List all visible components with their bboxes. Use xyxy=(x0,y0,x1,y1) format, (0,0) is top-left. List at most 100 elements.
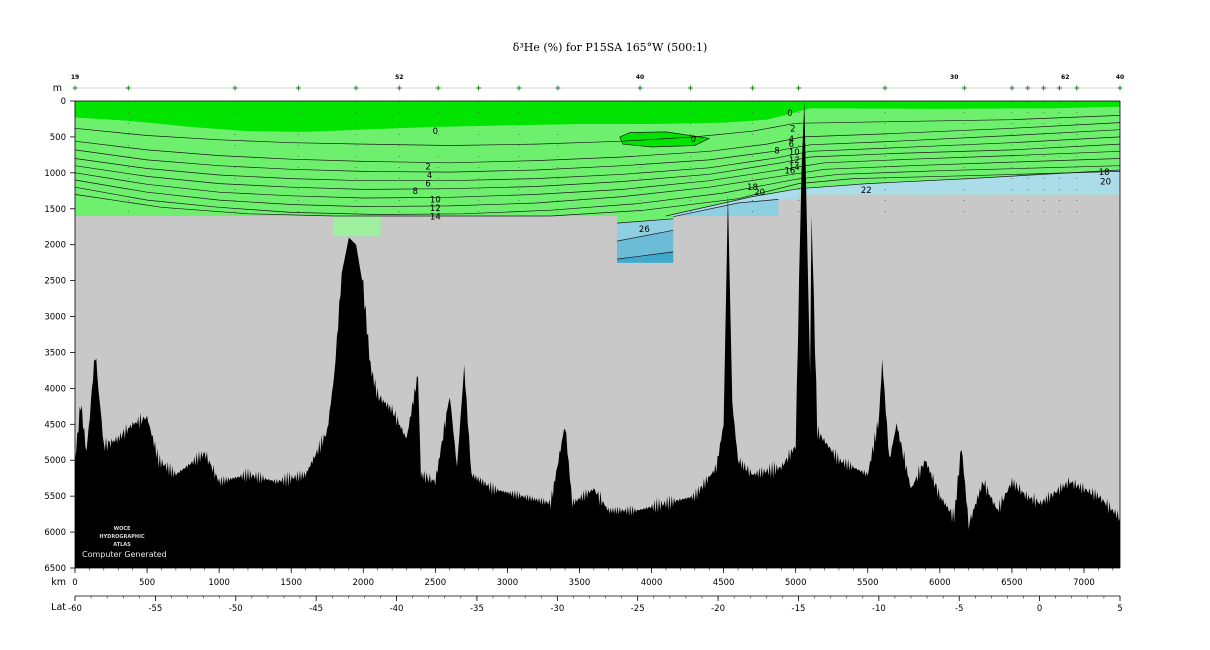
station-number: 52 xyxy=(395,74,403,81)
depth-unit-label: m xyxy=(53,83,62,94)
depth-tick-label: 1500 xyxy=(44,205,66,215)
station-tick xyxy=(125,85,131,91)
station-tick xyxy=(687,85,693,91)
station-number: 40 xyxy=(636,74,644,81)
station-tick xyxy=(435,85,441,91)
depth-tick-label: 4500 xyxy=(44,420,66,430)
contour-label: 8 xyxy=(412,187,417,197)
station-tick xyxy=(1117,85,1123,91)
contour-label: 14 xyxy=(430,213,441,223)
depth-tick-label: 3000 xyxy=(44,313,66,323)
station-number: 19 xyxy=(71,74,79,81)
station-tick xyxy=(555,85,561,91)
contour-label: 18 xyxy=(1099,168,1110,178)
station-number: 62 xyxy=(1061,74,1069,81)
contour-line xyxy=(616,218,674,224)
chart-title: δ³He (%) for P15SA 165°W (500:1) xyxy=(513,41,708,54)
contour-label: 8 xyxy=(774,147,779,157)
km-tick-label: 5500 xyxy=(857,578,879,588)
station-tick xyxy=(1009,85,1015,91)
km-tick-label: 2500 xyxy=(425,578,447,588)
woce-watermark: WOCE HYDROGRAPHIC ATLAS Computer Generated xyxy=(82,526,167,559)
watermark-line: ATLAS xyxy=(113,542,131,548)
depth-tick-label: 2000 xyxy=(44,241,66,251)
contour-label: 0 xyxy=(691,135,696,145)
depth-tick-label: 6500 xyxy=(44,564,66,574)
contour-label: 0 xyxy=(787,109,792,119)
station-tick xyxy=(353,85,359,91)
station-tick xyxy=(396,85,402,91)
contour-label: 10 xyxy=(430,195,441,205)
depth-tick-label: 2500 xyxy=(44,277,66,287)
contour-line xyxy=(74,158,1121,207)
station-tick xyxy=(476,85,482,91)
he3-negative-lens xyxy=(619,131,710,147)
contour-label: 4 xyxy=(427,171,432,181)
km-tick-label: 6000 xyxy=(929,578,951,588)
station-tick xyxy=(72,85,78,91)
contour-label: 18 xyxy=(747,183,758,193)
contour-line xyxy=(74,150,1121,199)
he3-negative-surface xyxy=(75,101,1120,132)
km-tick-label: 6500 xyxy=(1001,578,1023,588)
he3-band-20-22 xyxy=(666,170,1120,216)
depth-tick-label: 500 xyxy=(50,133,66,143)
axes: 0 500 1000 1500 2000 2500 3000 3500 4 0 0 0 4500 5000… xyxy=(44,83,1122,614)
lat-tick-label: -5 xyxy=(955,604,963,614)
lat-tick-label: -25 xyxy=(631,604,645,614)
km-tick-label: 7000 xyxy=(1073,578,1095,588)
lat-tick-label: -55 xyxy=(148,604,162,614)
contour-label: 14 xyxy=(789,163,800,173)
contour-label: 2 xyxy=(425,162,430,172)
contour-label: 26 xyxy=(639,225,650,235)
bathymetry-profile xyxy=(75,101,1120,568)
station-number: 30 xyxy=(950,74,958,81)
km-tick-label: 5000 xyxy=(785,578,807,588)
lat-tick-label: -40 xyxy=(390,604,404,614)
contour-lines xyxy=(74,115,1121,260)
lat-tick-label: -10 xyxy=(872,604,886,614)
depth-tick-label: 1000 xyxy=(44,169,66,179)
contour-label: 6 xyxy=(425,180,430,190)
contour-label: 6 xyxy=(789,140,794,150)
contour-line xyxy=(74,122,1121,164)
bathymetry xyxy=(75,101,1120,568)
km-tick-label: 0 xyxy=(72,578,77,588)
lat-tick-label: -50 xyxy=(229,604,243,614)
km-tick-label: 1500 xyxy=(280,578,302,588)
he3-ridge-pocket xyxy=(333,216,381,237)
km-tick-label: 3500 xyxy=(569,578,591,588)
station-tick xyxy=(1025,85,1031,91)
km-unit-label: km xyxy=(51,577,66,588)
contour-line xyxy=(74,115,1121,146)
station-tick xyxy=(295,85,301,91)
station-number: 40 xyxy=(1116,74,1124,81)
contour-label: 22 xyxy=(861,186,872,196)
km-tick-label: 3000 xyxy=(497,578,519,588)
station-tick xyxy=(232,85,238,91)
lat-tick-label: -20 xyxy=(711,604,725,614)
station-tick xyxy=(749,85,755,91)
lat-unit-label: Lat xyxy=(51,602,66,613)
station-tick xyxy=(516,85,522,91)
contour-label: 4 xyxy=(789,135,794,145)
depth-tick-label: 5500 xyxy=(44,492,66,502)
station-ticks-top: 19 52 40 30 62 40 xyxy=(71,74,1124,91)
contour-line xyxy=(616,229,674,242)
km-tick-label: 1000 xyxy=(208,578,230,588)
depth-tick-label: 3500 xyxy=(44,348,66,358)
he3-band-26-plus xyxy=(617,251,674,263)
contour-label: 10 xyxy=(789,148,800,158)
contour-line xyxy=(74,171,1121,217)
contour-line xyxy=(74,129,1121,173)
station-tick xyxy=(1041,85,1047,91)
station-tick xyxy=(637,85,643,91)
lat-tick-label: -15 xyxy=(792,604,806,614)
contour-line xyxy=(74,136,1121,182)
lat-tick-label: 0 xyxy=(1037,604,1042,614)
lat-tick-label: 5 xyxy=(1117,604,1122,614)
km-tick-label: 4500 xyxy=(713,578,735,588)
contour-label: 12 xyxy=(430,204,441,214)
